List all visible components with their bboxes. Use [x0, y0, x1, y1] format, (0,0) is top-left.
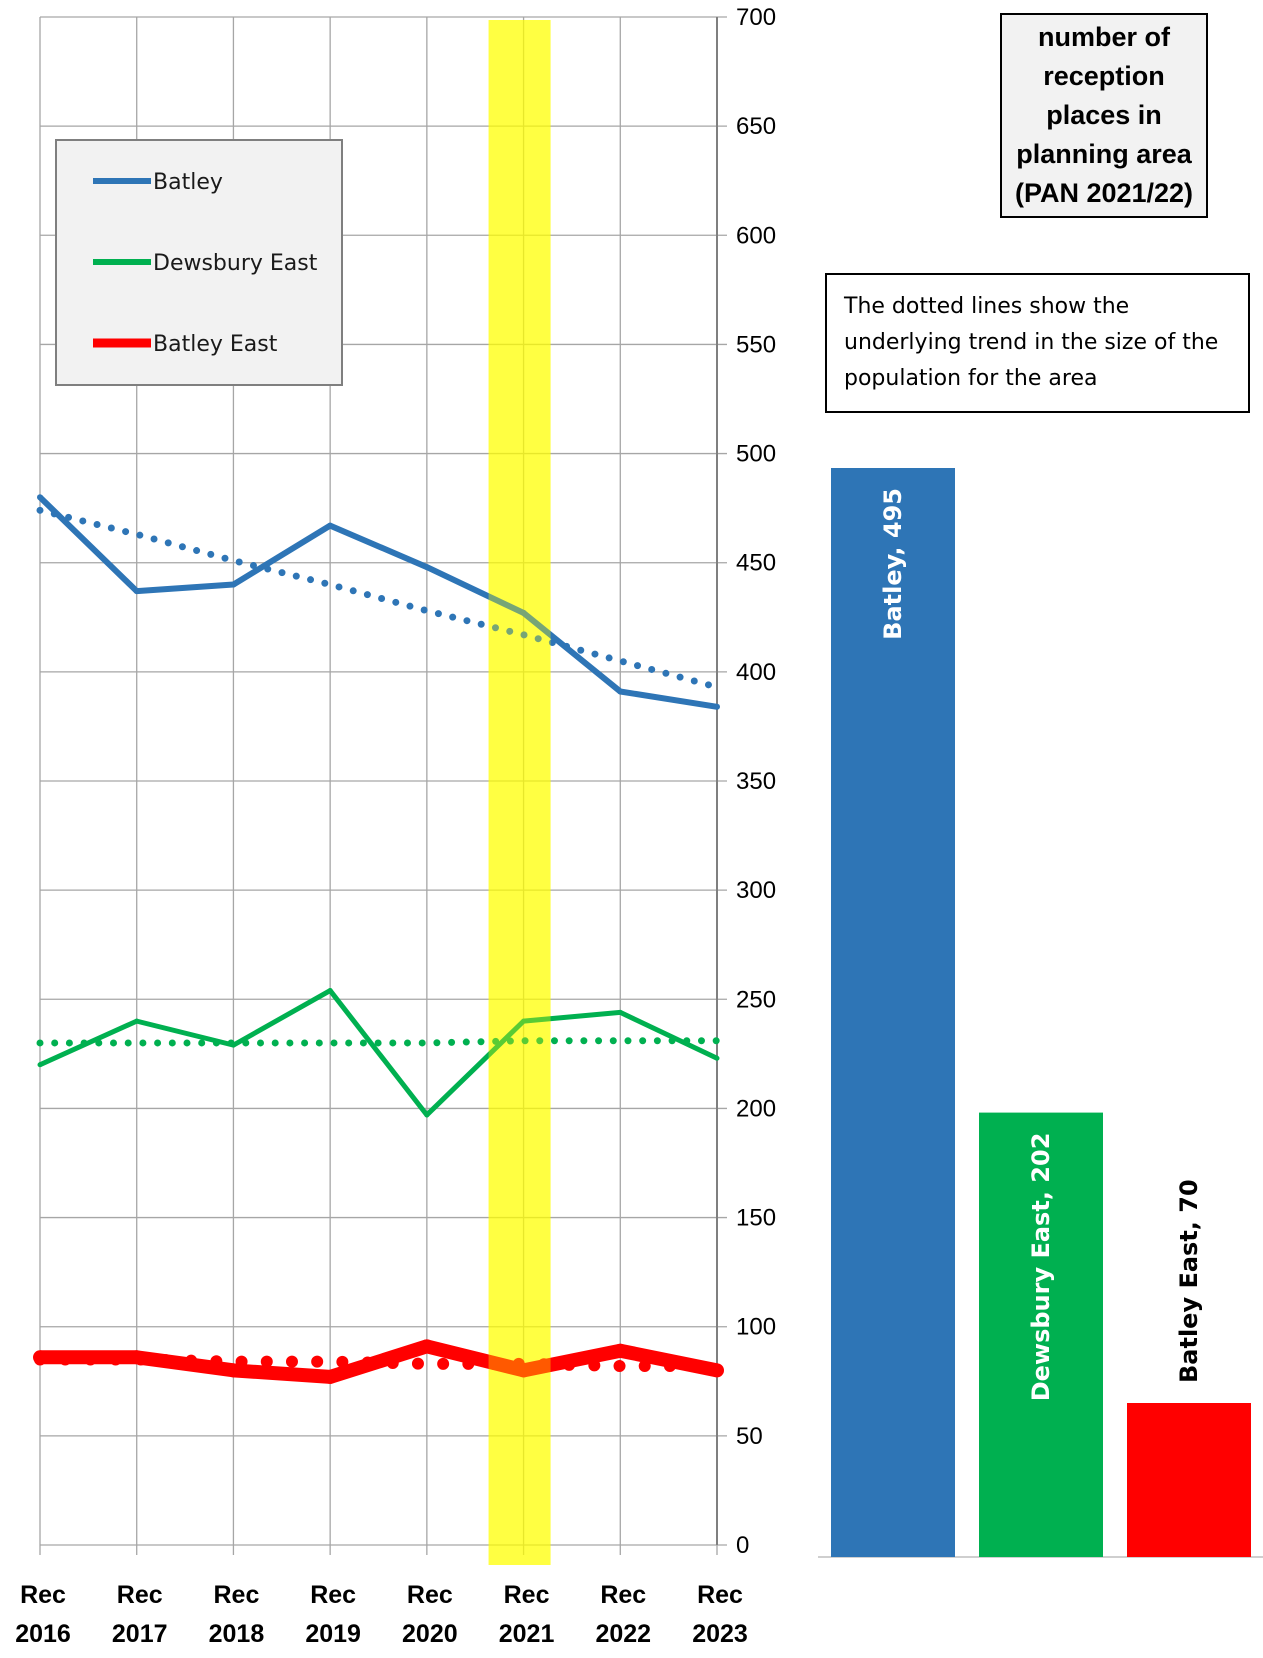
y-tick-label: 550: [736, 331, 776, 358]
y-tick-label: 0: [736, 1532, 749, 1559]
pan-caption-box: number of reception places in planning a…: [1000, 13, 1208, 218]
x-tick-label: Rec 2017: [112, 1581, 168, 1648]
point-batley: [423, 564, 430, 571]
series-lines: [33, 494, 724, 1384]
y-tick-label: 450: [736, 550, 776, 577]
bar-label-batley-east-70: Batley East, 70: [1175, 1179, 1203, 1383]
point-dewsbury-east: [714, 1055, 720, 1061]
point-dewsbury-east: [37, 1062, 43, 1068]
y-tick-label: 200: [736, 1095, 776, 1122]
x-tick-label: Rec 2018: [209, 1581, 265, 1648]
point-batley-east: [226, 1363, 241, 1378]
bar-batley-495: [831, 468, 955, 1557]
x-tick-label: Rec 2016: [15, 1581, 71, 1648]
y-tick-label: 150: [736, 1205, 776, 1232]
point-batley-east: [129, 1350, 144, 1365]
point-dewsbury-east: [521, 1018, 527, 1024]
point-batley-east: [419, 1339, 434, 1354]
point-dewsbury-east: [134, 1018, 140, 1024]
y-axis-ticks: 0 50 100 150 200 250 300 350 400 450 500 550 600 650 7…: [736, 4, 776, 1559]
point-batley-east: [516, 1363, 531, 1378]
highlight-overlay-layer: [488, 20, 551, 1565]
line-dewsbury-east: [38, 988, 719, 1118]
y-tick-label: 600: [736, 222, 776, 249]
line-batley: [37, 495, 718, 710]
point-batley: [37, 494, 43, 501]
point-batley-east: [710, 1363, 724, 1378]
x-tick-label: Rec 2020: [402, 1581, 458, 1648]
y-tick-label: 700: [736, 4, 776, 31]
x-axis-ticks: Rec 2016 Rec 2017 Rec 2018 Rec 2019 Rec 2020 Rec 20…: [15, 1581, 748, 1648]
x-tick-label: Rec 2022: [595, 1581, 651, 1648]
bar-batley-east-70: [1127, 1403, 1251, 1557]
point-dewsbury-east: [327, 988, 333, 994]
y-tick-label: 300: [736, 877, 776, 904]
line-batley-east: [40, 1339, 719, 1384]
y-tick-label: 400: [736, 659, 776, 686]
trend-batley: [36, 506, 721, 691]
point-batley-east: [613, 1343, 628, 1358]
legend-label-batley: Batley: [153, 170, 223, 195]
y-tick-label: 500: [736, 441, 776, 468]
point-batley: [520, 609, 527, 616]
highlight-band-layer: [488, 20, 551, 1565]
legend-label-batley-east: Batley East: [153, 332, 278, 357]
bar-label-batley-495: Batley, 495: [879, 488, 907, 640]
x-tick-label: Rec 2019: [305, 1581, 361, 1648]
y-tick-label: 250: [736, 986, 776, 1013]
point-batley: [230, 581, 237, 588]
point-batley: [714, 703, 720, 710]
highlight-band: [488, 20, 551, 1565]
point-batley: [327, 522, 334, 529]
legend-label-dewsbury-east: Dewsbury East: [153, 251, 318, 276]
y-tick-label: 50: [736, 1423, 763, 1450]
point-dewsbury-east: [617, 1009, 623, 1015]
point-dewsbury-east: [424, 1112, 430, 1118]
trend-dewsbury-east: [36, 1037, 721, 1047]
point-batley: [133, 588, 140, 595]
legend: Batley Dewsbury East Batley East: [55, 139, 343, 386]
y-tick-label: 650: [736, 113, 776, 140]
point-batley-east: [33, 1350, 47, 1365]
point-batley: [617, 688, 624, 695]
y-tick-label: 100: [736, 1314, 776, 1341]
y-tick-label: 350: [736, 768, 776, 795]
x-tick-label: Rec 2023: [692, 1581, 748, 1648]
trend-note-box: The dotted lines show the underlying tre…: [825, 273, 1250, 413]
point-batley-east: [323, 1369, 338, 1384]
point-dewsbury-east: [230, 1042, 236, 1048]
trend-lines: [34, 506, 723, 1373]
bar-label-dewsbury-east-202: Dewsbury East, 202: [1027, 1133, 1055, 1402]
highlight-band-overlay: [488, 20, 551, 1565]
pan-bars: Batley, 495 Dewsbury East, 202 Batley East…: [818, 468, 1263, 1558]
bar-dewsbury-east-202: [979, 1112, 1103, 1557]
x-tick-label: Rec 2021: [499, 1581, 555, 1648]
